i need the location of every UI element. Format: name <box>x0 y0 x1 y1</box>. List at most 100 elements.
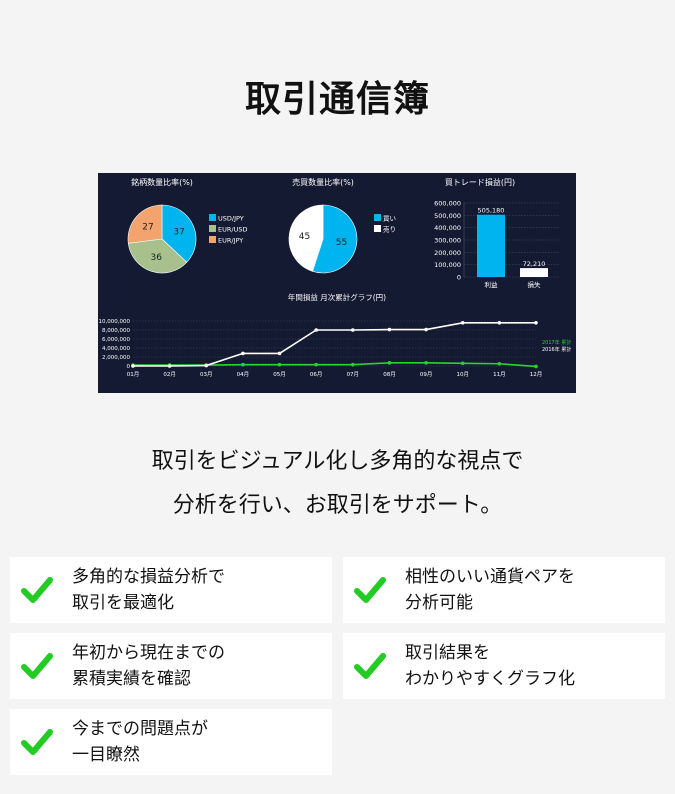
line-point <box>351 362 355 367</box>
pie-slice <box>312 204 358 274</box>
pie-title: 売買数量比率(%) <box>292 177 354 187</box>
line-point <box>241 351 245 356</box>
legend-label: USD/JPY <box>218 215 244 223</box>
feature-card: 取引結果を わかりやすくグラフ化 <box>343 633 665 699</box>
check-icon <box>21 577 53 603</box>
bar-category-label: 損失 <box>528 280 542 289</box>
pie-slice <box>127 238 188 274</box>
check-icon <box>21 653 53 679</box>
pie-value-label: 27 <box>142 223 153 233</box>
feature-line: 年初から現在までの <box>72 643 225 663</box>
pie-value-label: 45 <box>299 232 310 242</box>
feature-text: 取引結果を わかりやすくグラフ化 <box>405 640 575 692</box>
feature-line: わかりやすくグラフ化 <box>405 669 575 689</box>
dashboard-charts: 銘柄数量比率(%) 37 USD/JPY 36 EUR/USD 27 EUR/JPY 売買数量… <box>99 177 572 378</box>
pie-slice <box>161 204 197 263</box>
line-y-tick-label: 10,000,000 <box>99 319 131 325</box>
legend-label: 売り <box>383 225 396 234</box>
legend-swatch <box>374 225 381 232</box>
feature-line: 取引を最適化 <box>72 593 174 613</box>
line-chart-title: 年間損益 月次累計グラフ(円) <box>288 292 386 302</box>
bar-value-label: 505,180 <box>478 207 505 215</box>
line-x-tick-label: 02月 <box>163 371 176 378</box>
page-title: 取引通信簿 <box>244 79 430 120</box>
feature-line: 一目瞭然 <box>72 745 140 765</box>
bar <box>520 268 548 277</box>
legend-label: 買い <box>383 215 396 223</box>
legend-swatch <box>209 214 216 221</box>
check-icon <box>21 729 53 755</box>
line-point <box>497 361 502 366</box>
bar <box>477 214 505 277</box>
feature-card: 年初から現在までの 累積実績を確認 <box>10 633 332 699</box>
line-y-tick-label: 4,000,000 <box>102 346 130 352</box>
line-x-tick-label: 08月 <box>383 371 396 378</box>
bar-y-tick-label: 200,000 <box>434 249 461 257</box>
feature-line: 取引結果を <box>405 643 490 663</box>
feature-text: 年初から現在までの 累積実績を確認 <box>72 640 225 692</box>
legend-label: EUR/USD <box>218 226 247 234</box>
line-point <box>204 363 209 368</box>
line-x-tick-label: 11月 <box>493 371 506 378</box>
pie-slice <box>288 204 324 272</box>
line-point <box>241 362 245 367</box>
line-point <box>387 361 392 365</box>
bar-value-label: 72,210 <box>523 260 546 268</box>
feature-line: 今までの問題点が <box>72 719 208 739</box>
line-x-tick-label: 12月 <box>530 371 543 378</box>
line-series <box>133 322 536 367</box>
line-point <box>460 321 465 325</box>
line-y-tick-label: 6,000,000 <box>102 337 130 343</box>
bar-y-tick-label: 400,000 <box>434 224 461 232</box>
bar-y-tick-label: 100,000 <box>434 261 461 269</box>
pie-slice <box>127 204 163 244</box>
line-x-tick-label: 05月 <box>273 371 286 378</box>
check-icon <box>354 577 386 603</box>
feature-card: 多角的な損益分析で 取引を最適化 <box>10 557 332 623</box>
line-x-tick-label: 04月 <box>237 371 250 378</box>
bar-y-tick-label: 0 <box>457 274 461 282</box>
line-point <box>534 321 538 325</box>
line-point <box>497 321 502 325</box>
line-y-tick-label: 2,000,000 <box>102 355 130 361</box>
pie-value-label: 55 <box>336 238 347 248</box>
feature-text: 今までの問題点が 一目瞭然 <box>72 716 208 768</box>
feature-line: 分析可能 <box>405 593 473 613</box>
line-x-tick-label: 03月 <box>200 371 213 378</box>
line-x-tick-label: 06月 <box>310 371 323 378</box>
pie-title: 銘柄数量比率(%) <box>131 177 193 187</box>
bar-y-tick-label: 500,000 <box>434 212 461 220</box>
bar-y-tick-label: 300,000 <box>434 237 461 245</box>
line-x-tick-label: 10月 <box>456 371 469 378</box>
pie-value-label: 36 <box>150 253 162 263</box>
pie-value-label: 37 <box>173 228 184 238</box>
line-point <box>534 364 538 369</box>
feature-line: 多角的な損益分析で <box>72 567 225 587</box>
legend-label: EUR/JPY <box>218 237 243 245</box>
line-legend-label: 2016年 累計 <box>542 346 571 353</box>
legend-swatch <box>209 225 216 232</box>
legend-swatch <box>374 214 381 221</box>
bar-chart-title: 買トレード損益(円) <box>445 177 515 187</box>
line-x-tick-label: 01月 <box>127 371 140 378</box>
line-legend-label: 2017年 累計 <box>542 339 571 346</box>
feature-card: 今までの問題点が 一目瞭然 <box>10 709 332 775</box>
line-point <box>131 364 135 368</box>
line-point <box>387 327 392 332</box>
feature-text: 相性のいい通貨ペアを 分析可能 <box>405 564 575 616</box>
line-point <box>424 361 428 365</box>
line-point <box>424 327 428 332</box>
line-point <box>314 362 318 367</box>
line-point <box>277 351 282 356</box>
line-point <box>314 328 318 332</box>
line-x-tick-label: 07月 <box>347 371 360 378</box>
bar-category-label: 利益 <box>485 280 499 289</box>
line-y-tick-label: 0 <box>127 364 131 370</box>
line-x-tick-label: 09月 <box>420 371 433 378</box>
line-y-tick-label: 8,000,000 <box>102 328 130 334</box>
tagline: 取引をビジュアル化し多角的な視点で 分析を行い、お取引をサポート。 <box>0 440 675 528</box>
line-point <box>460 361 465 366</box>
bar-y-tick-label: 600,000 <box>434 200 461 208</box>
tagline-line-2: 分析を行い、お取引をサポート。 <box>172 493 503 518</box>
feature-card: 相性のいい通貨ペアを 分析可能 <box>343 557 665 623</box>
